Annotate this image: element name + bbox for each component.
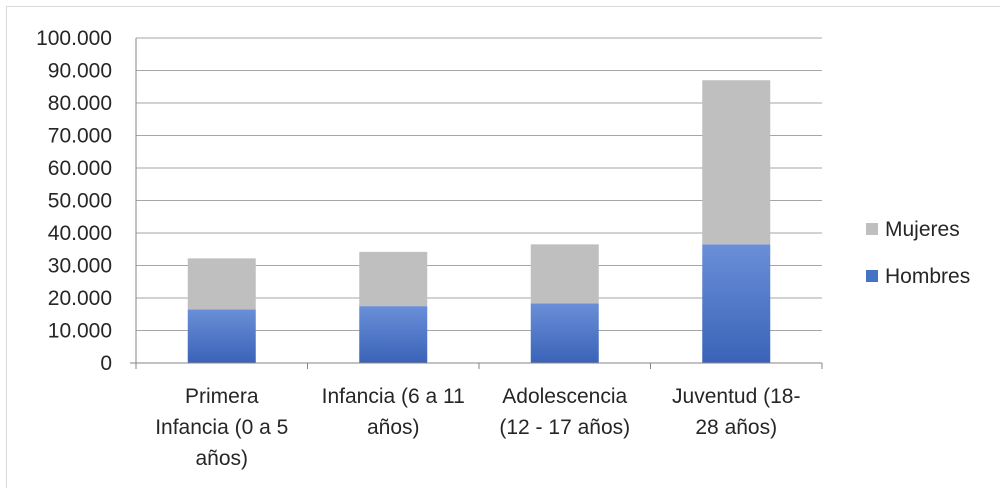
bar-hombres bbox=[187, 309, 256, 363]
y-tick-label: 0 bbox=[100, 352, 112, 375]
y-tick-label: 20.000 bbox=[48, 287, 112, 310]
y-tick-label: 60.000 bbox=[48, 157, 112, 180]
bar-hombres bbox=[530, 303, 599, 363]
y-tick-label: 100.000 bbox=[36, 27, 112, 50]
x-category-label: Primera Infancia (0 a 5 años) bbox=[155, 385, 288, 470]
bar-mujeres bbox=[530, 244, 599, 304]
chart-frame bbox=[6, 6, 1000, 488]
x-category-label: Adolescencia (12 - 17 años) bbox=[499, 385, 630, 439]
y-axis-ticks: 0 10.000 20.000 30.000 40.000 50.000 60.000 70.… bbox=[36, 27, 112, 375]
x-axis bbox=[130, 38, 823, 369]
bar-mujeres bbox=[702, 80, 771, 245]
x-axis-categories: Primera Infancia (0 a 5 años) Infancia (6 a… bbox=[155, 385, 800, 470]
legend: Mujeres Hombres bbox=[866, 218, 970, 288]
x-category-label: Infancia (6 a 11 años) bbox=[322, 385, 465, 439]
bar-hombres bbox=[702, 244, 771, 363]
y-tick-label: 50.000 bbox=[48, 190, 112, 213]
legend-label-mujeres: Mujeres bbox=[885, 218, 960, 241]
y-tick-label: 70.000 bbox=[48, 125, 112, 148]
y-tick-label: 40.000 bbox=[48, 222, 112, 245]
y-tick-label: 30.000 bbox=[48, 255, 112, 278]
legend-swatch-hombres bbox=[866, 270, 878, 282]
y-tick-label: 90.000 bbox=[48, 60, 112, 83]
bar-mujeres bbox=[187, 258, 256, 310]
legend-swatch-mujeres bbox=[866, 223, 878, 235]
bars bbox=[187, 80, 771, 363]
y-tick-label: 10.000 bbox=[48, 320, 112, 343]
legend-label-hombres: Hombres bbox=[885, 265, 970, 288]
y-tick-label: 80.000 bbox=[48, 92, 112, 115]
bar-mujeres bbox=[359, 251, 428, 307]
x-category-label: Juventud (18-28 años) bbox=[672, 385, 800, 439]
bar-hombres bbox=[359, 306, 428, 363]
